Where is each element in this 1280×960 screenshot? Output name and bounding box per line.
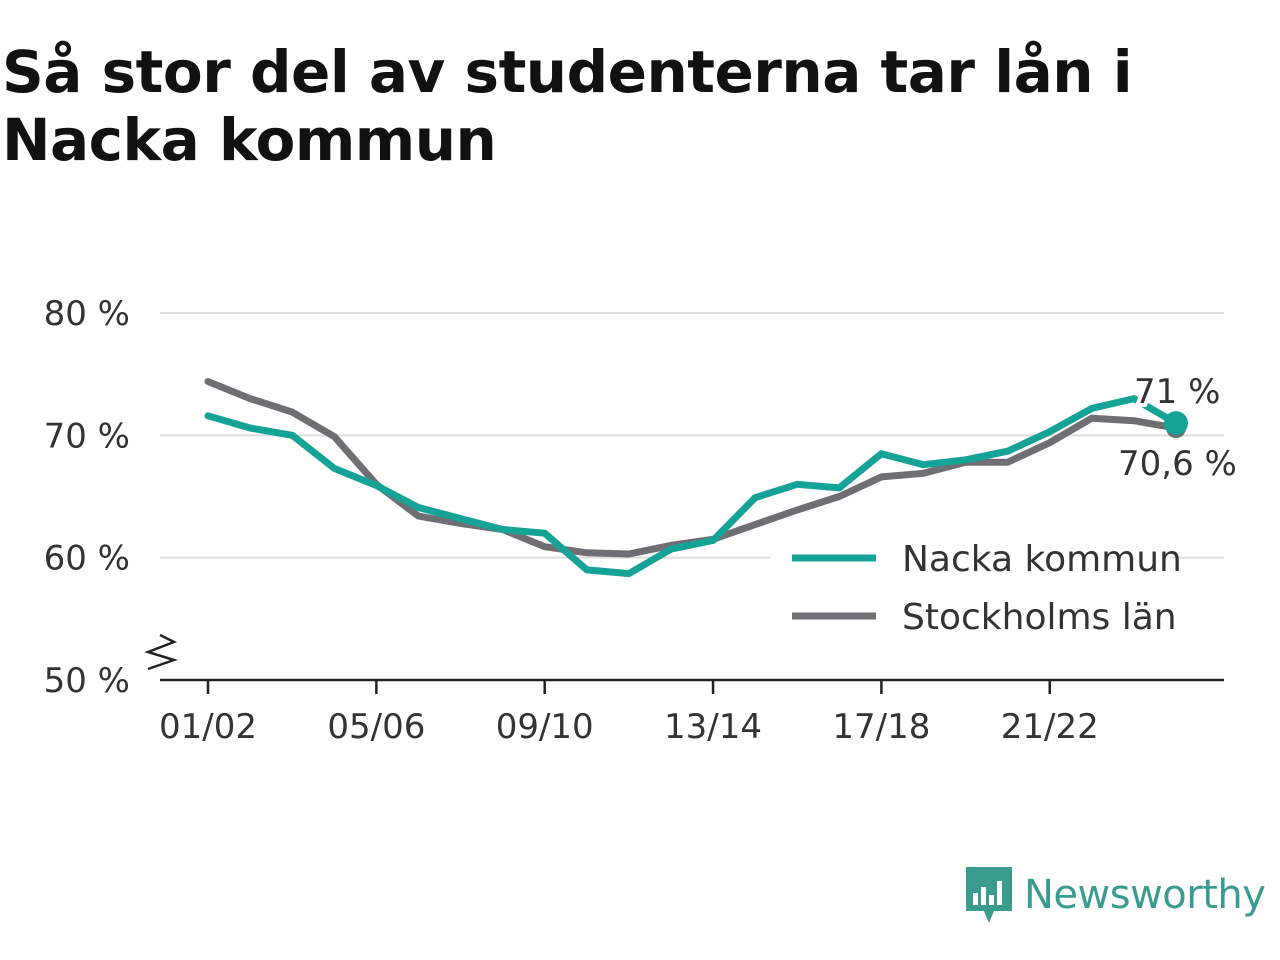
y-tick-label: 70 % xyxy=(44,416,130,456)
x-tick-label: 17/18 xyxy=(832,707,930,747)
page-title: Så stor del av studenterna tar lån i Nac… xyxy=(2,38,1133,174)
x-tick-label: 13/14 xyxy=(664,707,762,747)
brand-name: Newsworthy xyxy=(1024,872,1266,918)
x-axis: 01/02 05/06 09/10 13/14 17/18 21/22 xyxy=(159,678,1224,747)
legend-label: Nacka kommun xyxy=(902,539,1182,580)
legend: Nacka kommun Stockholms län xyxy=(770,530,1182,640)
legend-background xyxy=(770,530,1170,640)
end-label-stockholms-lan: 70,6 % xyxy=(1118,444,1237,484)
end-label-nacka-kommun: 71 % xyxy=(1134,372,1220,412)
x-tick-label: 05/06 xyxy=(327,707,425,747)
y-tick-label: 60 % xyxy=(44,539,130,579)
series-lines xyxy=(204,378,1180,578)
y-axis-tick-labels: 80 % 70 % 60 % 50 % xyxy=(44,294,179,701)
legend-label: Stockholms län xyxy=(902,597,1177,638)
series-line-stockholms-lan xyxy=(204,378,1180,558)
y-tick-label: 80 % xyxy=(44,294,130,334)
end-markers: 71 % 70,6 % xyxy=(1114,368,1241,488)
x-tick-label: 21/22 xyxy=(1001,707,1099,747)
axis-break-icon xyxy=(144,633,179,671)
y-tick-label: 50 % xyxy=(44,661,130,701)
newsworthy-logo-icon xyxy=(966,867,1012,923)
x-tick-label: 01/02 xyxy=(159,707,257,747)
brand: Newsworthy xyxy=(964,864,1266,926)
end-marker-nacka-kommun xyxy=(1164,411,1188,436)
series-line-nacka-kommun xyxy=(204,395,1180,578)
x-tick-label: 09/10 xyxy=(496,707,594,747)
